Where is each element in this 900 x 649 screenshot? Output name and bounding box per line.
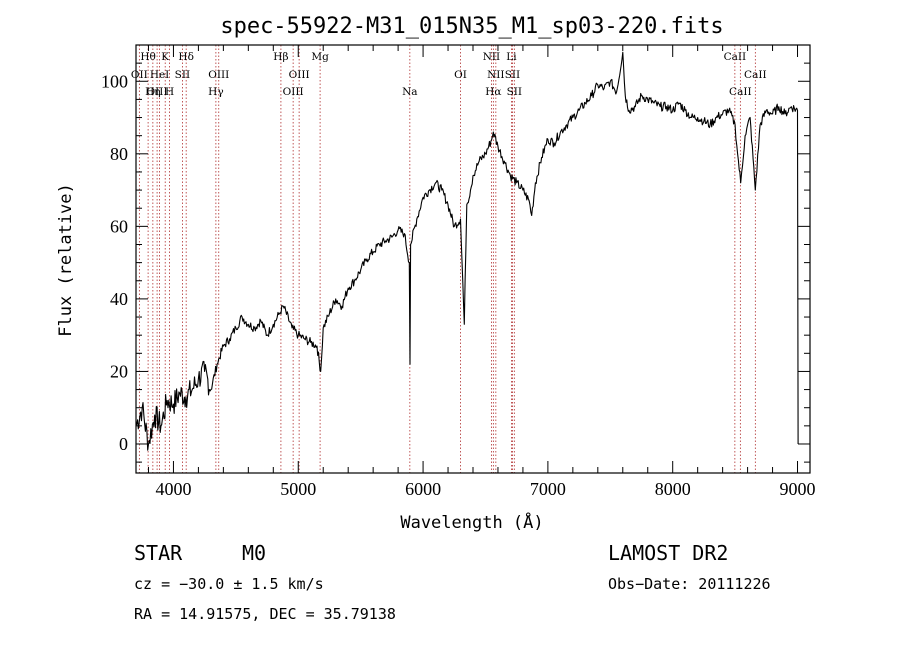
spectral-line-label: OIII	[208, 69, 229, 81]
y-tick-label: 20	[110, 361, 128, 381]
object-subclass: M0	[242, 541, 266, 565]
x-tick-label: 8000	[655, 479, 691, 499]
x-axis: 4000 5000 6000 7000 8000 9000	[147, 45, 816, 499]
spectral-line-label: Hα	[485, 86, 501, 98]
spectral-line-label: Li	[506, 51, 517, 63]
spectral-line-label: NII	[487, 69, 504, 81]
observation-date: Obs−Date: 20111226	[608, 575, 771, 593]
spectral-line-label: SII	[175, 69, 191, 81]
x-tick-label: 6000	[405, 479, 441, 499]
spectral-line-label: SII	[507, 86, 523, 98]
y-tick-label: 100	[101, 71, 128, 91]
x-tick-label: 5000	[280, 479, 316, 499]
spectral-line-label: K	[161, 51, 169, 63]
spectral-line-label: Na	[402, 86, 417, 98]
y-tick-label: 60	[110, 216, 128, 236]
x-tick-label: 9000	[780, 479, 816, 499]
spectral-line-label: Mg	[311, 51, 329, 63]
x-axis-label: Wavelength (Å)	[400, 511, 543, 533]
y-tick-label: 80	[110, 144, 128, 164]
x-tick-label: 7000	[530, 479, 566, 499]
spectral-line-label: CaII	[729, 86, 752, 98]
survey-name: LAMOST DR2	[608, 541, 728, 565]
spectral-line-label: Hβ	[273, 51, 288, 63]
spectral-line-label: CaII	[724, 51, 747, 63]
spectral-line-label: CaII	[744, 69, 767, 81]
spectral-line-label: Hθ	[140, 51, 155, 63]
plot-frame	[135, 44, 811, 474]
y-axis-label: Flux (relative)	[56, 183, 76, 337]
spectral-line-label: Hδ	[178, 51, 193, 63]
spectral-line-label: SII	[505, 69, 521, 81]
spectral-line-label: OIII	[289, 69, 310, 81]
spectral-line-label: OIII	[283, 86, 304, 98]
spectral-line-label: Hη	[145, 86, 160, 98]
y-axis: 0 20 40 60 80 100	[101, 62, 810, 463]
spectral-line-label: HeI	[150, 69, 170, 81]
spectral-line-label: Hγ	[208, 86, 223, 98]
spectral-line-label: H	[165, 86, 174, 98]
spectral-line-labels: HθOIIOIIIHηHeIKHSIIHδOIIIHγHβOIIIOIIIMgN…	[131, 51, 767, 98]
y-tick-label: 40	[110, 289, 128, 309]
spectral-line-label: OI	[454, 69, 467, 81]
spectral-line-label: OIII	[147, 86, 168, 98]
redshift-velocity: cz = −30.0 ± 1.5 km/s	[134, 575, 324, 593]
x-tick-label: 4000	[155, 479, 191, 499]
sky-coordinates: RA = 14.91575, DEC = 35.79138	[134, 605, 396, 623]
y-tick-label: 0	[119, 434, 128, 454]
spectrum-line	[135, 51, 799, 451]
spectral-line-label: NII	[483, 51, 500, 63]
spectral-line-label: OII	[131, 69, 148, 81]
spectral-line-markers	[138, 45, 756, 473]
object-class: STAR	[134, 541, 183, 565]
chart-title: spec-55922-M31_015N35_M1_sp03-220.fits	[220, 14, 723, 39]
